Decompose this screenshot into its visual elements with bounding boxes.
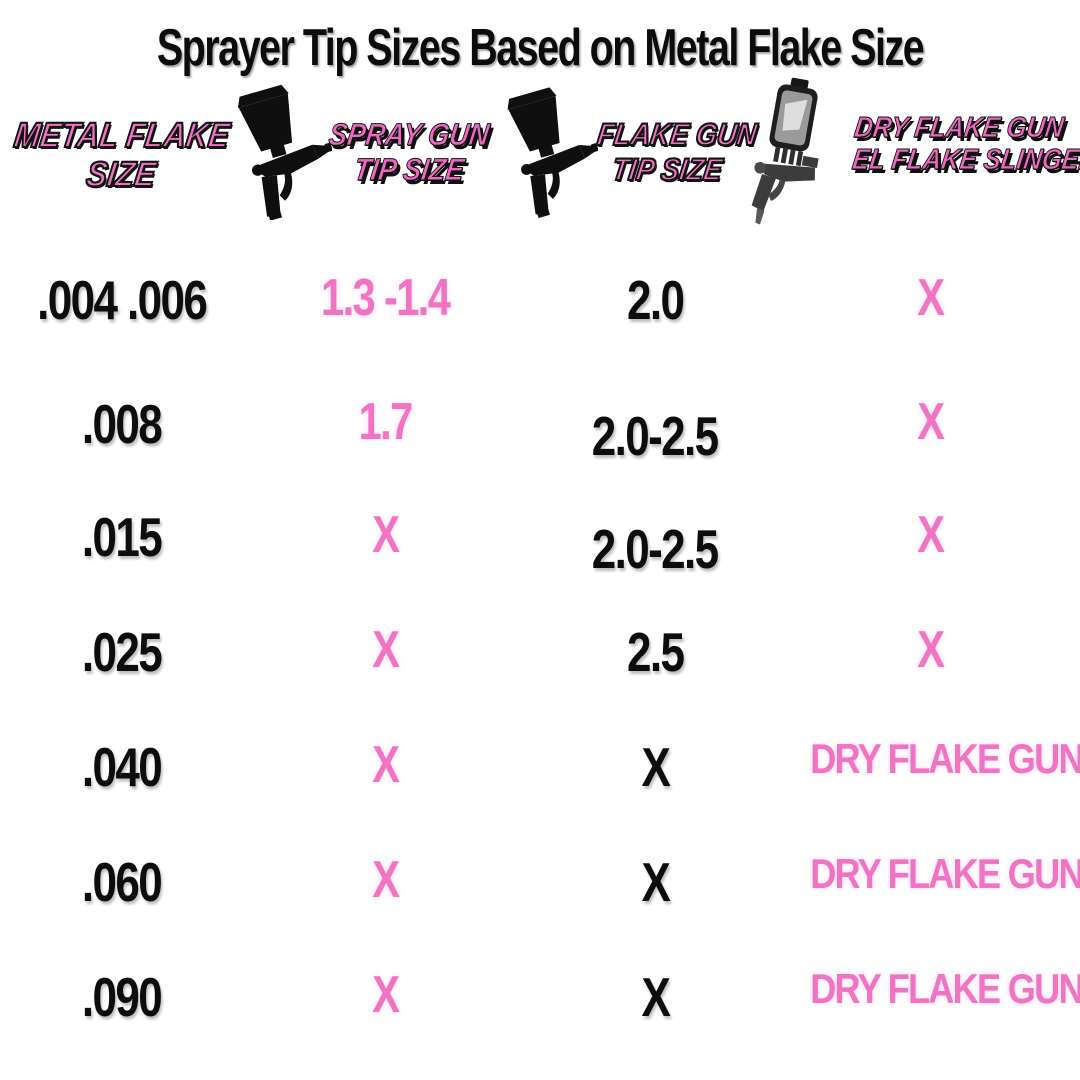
header-flake-gun-line1: FLAKE GUN — [594, 116, 760, 153]
flake-gun-tip-value: X — [641, 966, 670, 1028]
flake-size-value: .040 — [82, 736, 163, 798]
flake-gun-tip-value: 2.0 — [626, 269, 685, 331]
header-flake-gun-line2: TIP SIZE — [609, 151, 725, 188]
dry-flake-gun-value: DRY FLAKE GUN — [810, 965, 1080, 1012]
flake-size-value: .004 .006 — [37, 269, 208, 331]
dry-flake-gun-value: DRY FLAKE GUN — [810, 850, 1080, 897]
spray-gun-tip-value: 1.3 -1.4 — [320, 269, 451, 327]
spray-gun-tip-value: X — [371, 736, 400, 794]
dry-flake-gun-value: X — [916, 269, 945, 327]
column-header-dry-flake-gun: DRY FLAKE GUN EL FLAKE SLINGER — [838, 112, 1080, 177]
spray-gun-tip-value: X — [371, 621, 400, 679]
flake-size-value: .015 — [82, 506, 163, 568]
cell-flake-gun-tip-row3: 2.0-2.5 — [555, 505, 755, 580]
cell-spray-gun-tip-row3: X — [285, 505, 485, 565]
flake-gun-tip-value: 2.0-2.5 — [592, 405, 719, 467]
cell-flake-size-row7: .090 — [8, 965, 236, 1029]
cell-spray-gun-tip-row6: X — [285, 850, 485, 910]
cell-spray-gun-tip-row7: X — [285, 965, 485, 1025]
cell-flake-size-row2: .008 — [8, 392, 236, 456]
cell-flake-gun-tip-row1: 2.0 — [555, 268, 755, 332]
spray-gun-icon — [228, 84, 333, 221]
spray-gun-tip-value: X — [371, 851, 400, 909]
cell-spray-gun-tip-row5: X — [285, 735, 485, 795]
cell-dry-flake-gun-row2: X — [788, 392, 1072, 452]
cell-dry-flake-gun-row5: DRY FLAKE GUN — [788, 735, 1080, 783]
column-header-spray-gun-tip-size: SPRAY GUN TIP SIZE — [318, 117, 500, 188]
header-metal-flake-line2: SIZE — [83, 154, 159, 195]
dry-flake-gun-value: DRY FLAKE GUN — [810, 735, 1080, 782]
cell-dry-flake-gun-row3: X — [788, 505, 1072, 565]
flake-size-value: .008 — [82, 393, 163, 455]
page-title: Sprayer Tip Sizes Based on Metal Flake S… — [156, 19, 925, 77]
cell-flake-size-row1: .004 .006 — [8, 268, 236, 332]
cell-spray-gun-tip-row2: 1.7 — [285, 392, 485, 452]
flake-size-value: .025 — [82, 621, 163, 683]
dry-flake-gun-value: X — [916, 506, 945, 564]
column-header-flake-gun-tip-size: FLAKE GUN TIP SIZE — [588, 116, 760, 188]
flake-size-value: .090 — [82, 966, 163, 1028]
cell-flake-gun-tip-row6: X — [555, 850, 755, 914]
flake-gun-tip-value: X — [641, 851, 670, 913]
header-dry-flake-line1: DRY FLAKE GUN — [852, 112, 1066, 145]
header-spray-gun-line1: SPRAY GUN — [326, 117, 492, 153]
header-dry-flake-line2: EL FLAKE SLINGER — [850, 144, 1080, 177]
dry-flake-gun-icon — [740, 76, 846, 232]
cell-flake-gun-tip-row4: 2.5 — [555, 620, 755, 684]
flake-gun-tip-value: 2.5 — [626, 621, 685, 683]
header-metal-flake-line1: METAL FLAKE — [11, 115, 233, 156]
cell-dry-flake-gun-row7: DRY FLAKE GUN — [788, 965, 1080, 1013]
dry-flake-gun-value: X — [916, 621, 945, 679]
cell-flake-size-row3: .015 — [8, 505, 236, 569]
cell-flake-size-row4: .025 — [8, 620, 236, 684]
flake-gun-tip-value: X — [641, 736, 670, 798]
cell-flake-size-row5: .040 — [8, 735, 236, 799]
flake-size-value: .060 — [82, 851, 163, 913]
cell-spray-gun-tip-row4: X — [285, 620, 485, 680]
cell-flake-gun-tip-row2: 2.0-2.5 — [555, 392, 755, 467]
cell-spray-gun-tip-row1: 1.3 -1.4 — [285, 268, 485, 328]
cell-flake-size-row6: .060 — [8, 850, 236, 914]
spray-gun-tip-value: X — [371, 506, 400, 564]
cell-flake-gun-tip-row7: X — [555, 965, 755, 1029]
cell-dry-flake-gun-row6: DRY FLAKE GUN — [788, 850, 1080, 898]
header-spray-gun-line2: TIP SIZE — [351, 151, 467, 187]
cell-dry-flake-gun-row1: X — [788, 268, 1072, 328]
cell-flake-gun-tip-row5: X — [555, 735, 755, 799]
cell-dry-flake-gun-row4: X — [788, 620, 1072, 680]
spray-gun-tip-value: X — [371, 966, 400, 1024]
spray-gun-tip-value: 1.7 — [358, 393, 413, 451]
dry-flake-gun-value: X — [916, 393, 945, 451]
flake-gun-icon — [498, 86, 599, 219]
flake-gun-tip-value: 2.0-2.5 — [592, 518, 719, 580]
column-header-metal-flake-size: METAL FLAKE SIZE — [0, 115, 242, 195]
